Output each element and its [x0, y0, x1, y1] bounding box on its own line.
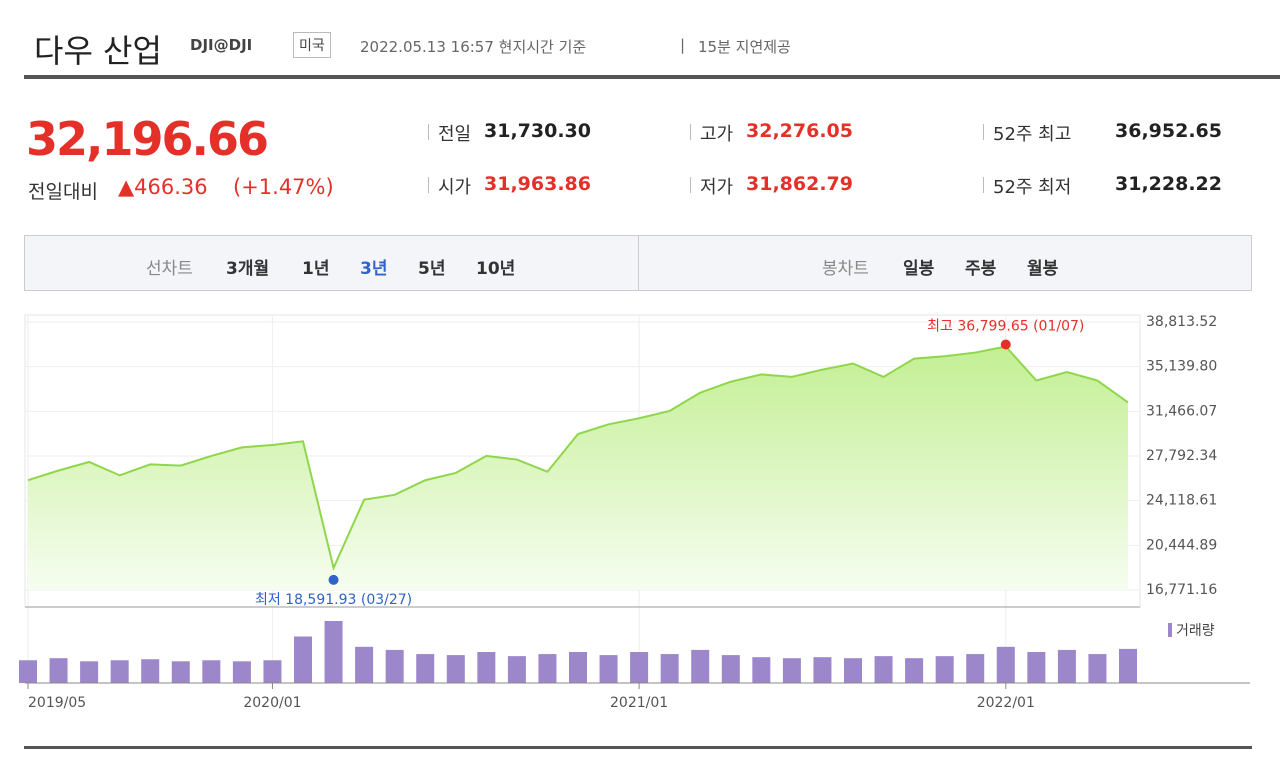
time: 2022.05.13 16:57 현지시간 기준 — [360, 38, 587, 56]
volume-bar — [966, 654, 985, 683]
stat-sep — [690, 124, 691, 140]
tab-label: 봉차트 — [822, 259, 869, 279]
stat-sep — [983, 177, 984, 193]
footer-rule — [24, 746, 1252, 749]
volume-bar — [202, 660, 221, 683]
annotation: 최고 36,799.65 (01/07) — [927, 318, 1084, 334]
y-tick-label: 31,466.07 — [1146, 403, 1217, 419]
volume-bar — [80, 661, 99, 683]
x-tick-label: 2019/05 — [28, 695, 86, 711]
badge: 미국 — [293, 32, 331, 58]
stat-label: 전일 — [438, 124, 472, 145]
volume-bar — [569, 652, 587, 683]
stat-label: 52주 최고 — [993, 124, 1072, 145]
volume-bar — [935, 656, 954, 683]
stat-sep — [983, 124, 984, 140]
x-tick-label: 2021/01 — [610, 695, 668, 711]
tab-divider — [638, 236, 639, 290]
volume-bar — [1027, 652, 1046, 683]
stat-value: 31,730.30 — [484, 120, 591, 142]
volume-bar — [538, 654, 557, 683]
tab[interactable]: 3개월 — [226, 259, 270, 279]
y-tick-label: 35,139.80 — [1146, 359, 1217, 375]
stat-value: 36,952.65 — [1115, 120, 1222, 142]
volume-bar — [844, 658, 862, 683]
volume-bar — [1119, 648, 1137, 683]
annotation: 최저 18,591.93 (03/27) — [255, 592, 412, 608]
volume-bar — [1088, 654, 1107, 683]
volume-bar — [874, 656, 893, 683]
volume-bar — [782, 658, 801, 683]
volume-bar — [599, 655, 618, 683]
annotation-dot — [328, 574, 339, 585]
stat-value: 32,276.05 — [746, 120, 853, 142]
volume-bar — [171, 661, 190, 683]
legend-label: 거래량 — [1176, 623, 1215, 639]
volume-bar — [355, 646, 374, 683]
tab[interactable]: 3년 — [360, 259, 388, 279]
tab[interactable]: 10년 — [476, 259, 516, 279]
delay: 15분 지연제공 — [698, 38, 791, 56]
change-pct: (+1.47%) — [233, 175, 334, 199]
change-label: 전일대비 — [28, 181, 98, 203]
y-tick-label: 38,813.52 — [1146, 314, 1217, 330]
x-tick-label: 2020/01 — [243, 695, 301, 711]
stat-label: 저가 — [700, 177, 734, 198]
change: ▲466.36 — [118, 175, 208, 199]
legend-swatch — [1168, 623, 1172, 637]
stat-label: 고가 — [700, 124, 734, 145]
x-tick-label: 2022/01 — [977, 695, 1035, 711]
stat-value: 31,963.86 — [484, 173, 591, 195]
volume-bar — [691, 649, 710, 683]
stat-sep — [690, 177, 691, 193]
volume-bar — [324, 621, 343, 683]
tab[interactable]: 5년 — [418, 259, 446, 279]
stat-label: 시가 — [438, 177, 472, 198]
tab[interactable]: 1년 — [302, 259, 330, 279]
volume-bar — [507, 656, 526, 683]
stat-value: 31,862.79 — [746, 173, 853, 195]
volume-bar — [232, 661, 251, 683]
volume-bar — [385, 649, 404, 683]
code: DJI@DJI — [190, 36, 253, 54]
line — [27, 345, 1129, 571]
volume-bar — [19, 660, 37, 683]
annotation-dot — [1000, 339, 1011, 350]
title: 다우 산업 — [34, 32, 162, 70]
volume-bar — [294, 636, 312, 683]
stat-sep — [428, 124, 429, 140]
y-tick-label: 27,792.34 — [1146, 448, 1217, 464]
volume-bar — [752, 657, 771, 683]
y-tick-label: 20,444.89 — [1146, 537, 1217, 553]
tab[interactable]: 주봉 — [965, 259, 997, 279]
stat-label: 52주 최저 — [993, 177, 1072, 198]
volume-bar — [110, 660, 129, 683]
volume-bar — [446, 655, 465, 683]
volume-bar — [49, 658, 68, 683]
tab[interactable]: 일봉 — [903, 259, 935, 279]
volume-bar — [141, 659, 160, 683]
volume-bar — [721, 655, 740, 683]
volume-bar — [416, 654, 435, 683]
stat-sep — [428, 177, 429, 193]
volume-bar — [813, 657, 832, 683]
tab-label: 선차트 — [146, 259, 193, 279]
volume-bar — [630, 652, 649, 683]
y-tick-label: 24,118.61 — [1146, 493, 1217, 509]
price: 32,196.66 — [26, 112, 269, 166]
volume-bar — [1057, 649, 1076, 683]
volume-bar — [477, 652, 496, 683]
stat-value: 31,228.22 — [1115, 173, 1222, 195]
y-tick-label: 16,771.16 — [1146, 582, 1217, 598]
volume-bar — [905, 658, 924, 683]
tab[interactable]: 월봉 — [1027, 259, 1059, 279]
volume-bar — [660, 654, 679, 683]
separator: | — [680, 36, 686, 54]
volume-bar — [996, 646, 1015, 683]
header-rule — [24, 75, 1280, 79]
area — [28, 346, 1128, 590]
volume-bar — [263, 660, 282, 683]
chart: 16,771.16 20,444.89 24,118.61 27,792.34 31,4… — [19, 314, 1252, 749]
